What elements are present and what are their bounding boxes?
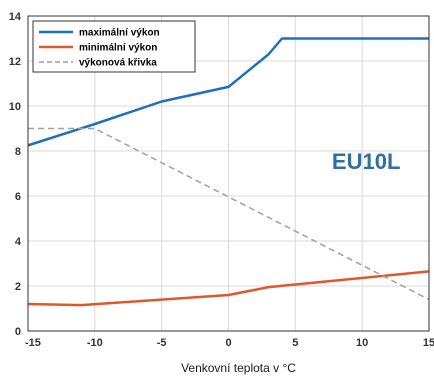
legend-label: maximální výkon xyxy=(79,28,160,39)
x-tick-label: -15 xyxy=(25,337,41,349)
legend: maximální výkon minimální výkon výkonová k… xyxy=(32,20,196,73)
x-tick-label: 0 xyxy=(225,337,231,349)
y-tick-label: 12 xyxy=(9,56,21,68)
x-tick-label: 15 xyxy=(423,337,434,349)
y-tick-label: 6 xyxy=(15,191,21,203)
x-tick-label: -10 xyxy=(87,337,103,349)
plot-frame xyxy=(27,15,430,332)
series-line-3 xyxy=(28,127,430,301)
y-tick-label: 14 xyxy=(9,11,22,23)
series-line-2 xyxy=(27,270,430,307)
tick-layer: -15 -10 -5 0 5 10 15 0 2 4 6 8 10 12 14 xyxy=(9,11,434,349)
y-tick-label: 0 xyxy=(15,326,21,338)
series-layer xyxy=(27,37,430,307)
y-tick-label: 2 xyxy=(15,281,21,293)
x-tick-label: 10 xyxy=(356,337,368,349)
y-tick-label: 8 xyxy=(15,146,21,158)
series-line-1 xyxy=(27,37,429,147)
grid-layer xyxy=(27,15,430,332)
y-tick-label: 4 xyxy=(15,236,22,248)
y-tick-label: 10 xyxy=(9,101,21,113)
x-tick-label: 5 xyxy=(292,337,298,349)
legend-label: výkonová křivka xyxy=(79,58,157,69)
annotation-eu10l: EU10L xyxy=(332,149,400,174)
x-tick-label: -5 xyxy=(157,337,167,349)
x-axis-label: Venkovní teplota v °C xyxy=(181,361,296,375)
legend-label: minimální výkon xyxy=(79,43,157,54)
